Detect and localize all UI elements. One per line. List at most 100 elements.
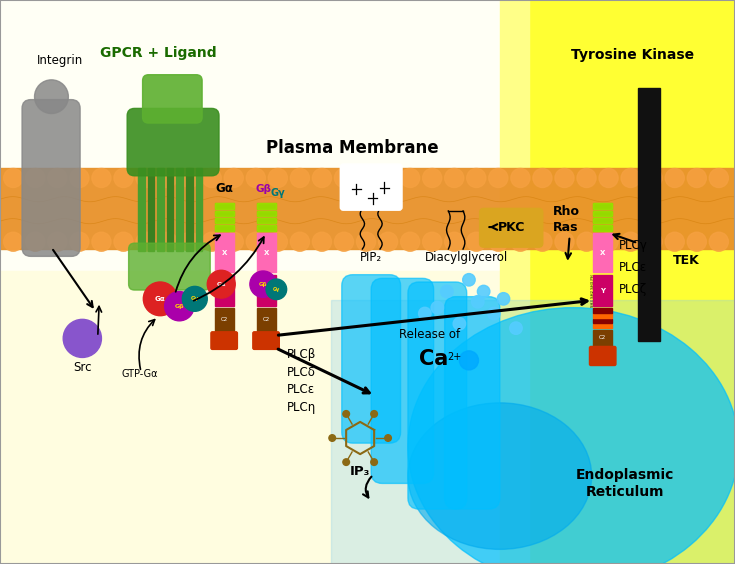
Bar xyxy=(593,210,612,216)
FancyBboxPatch shape xyxy=(22,100,80,257)
Text: Gγ: Gγ xyxy=(273,287,280,292)
Text: Gβ: Gβ xyxy=(255,184,271,194)
Circle shape xyxy=(379,169,398,187)
Circle shape xyxy=(63,319,101,358)
Text: PIP₂: PIP₂ xyxy=(360,250,382,263)
Circle shape xyxy=(356,169,376,187)
Circle shape xyxy=(577,232,596,251)
Bar xyxy=(257,218,276,223)
FancyBboxPatch shape xyxy=(408,282,467,509)
Circle shape xyxy=(665,232,684,251)
Circle shape xyxy=(577,169,596,187)
Text: PLCγ: PLCγ xyxy=(619,239,648,252)
Text: Ras: Ras xyxy=(553,222,578,235)
Bar xyxy=(0,271,735,564)
Bar xyxy=(167,169,173,250)
Circle shape xyxy=(497,293,509,305)
Bar xyxy=(593,203,612,209)
Bar xyxy=(215,233,234,272)
Circle shape xyxy=(555,169,574,187)
Circle shape xyxy=(92,169,111,187)
Bar xyxy=(215,218,234,223)
Text: Y: Y xyxy=(600,288,605,294)
Circle shape xyxy=(356,232,376,251)
Circle shape xyxy=(401,232,420,251)
Circle shape xyxy=(533,232,552,251)
Circle shape xyxy=(202,169,221,187)
Circle shape xyxy=(290,232,309,251)
Text: Y: Y xyxy=(222,288,226,294)
Circle shape xyxy=(143,282,177,316)
Text: IP₃: IP₃ xyxy=(350,465,370,478)
Circle shape xyxy=(4,169,23,187)
Bar xyxy=(593,329,612,346)
Text: Endoplasmic
Reticulum: Endoplasmic Reticulum xyxy=(576,468,674,499)
Circle shape xyxy=(599,169,618,187)
Text: PLCδ: PLCδ xyxy=(287,365,315,378)
Bar xyxy=(638,88,660,341)
Text: Gβ: Gβ xyxy=(259,281,268,287)
FancyBboxPatch shape xyxy=(340,164,402,210)
Text: PLCη: PLCη xyxy=(287,400,316,413)
Bar xyxy=(157,169,164,250)
Circle shape xyxy=(246,232,265,251)
Circle shape xyxy=(48,169,67,187)
Text: GPCR + Ligand: GPCR + Ligand xyxy=(100,46,216,60)
Ellipse shape xyxy=(408,307,735,564)
FancyBboxPatch shape xyxy=(143,74,202,123)
Text: Gα: Gα xyxy=(155,296,165,302)
Text: Tyrosine Kinase: Tyrosine Kinase xyxy=(570,47,694,61)
Text: PLCζ: PLCζ xyxy=(619,283,647,296)
Bar xyxy=(215,225,234,231)
FancyBboxPatch shape xyxy=(342,275,401,443)
Bar xyxy=(215,225,234,231)
Circle shape xyxy=(343,411,350,417)
Circle shape xyxy=(599,232,618,251)
Text: PLCε: PLCε xyxy=(287,383,315,396)
Circle shape xyxy=(136,169,155,187)
Bar xyxy=(593,210,612,216)
Circle shape xyxy=(180,169,199,187)
Circle shape xyxy=(158,169,177,187)
Circle shape xyxy=(26,232,45,251)
Circle shape xyxy=(511,169,530,187)
Circle shape xyxy=(182,287,207,311)
Bar xyxy=(593,203,612,209)
Circle shape xyxy=(158,232,177,251)
Circle shape xyxy=(70,232,89,251)
FancyBboxPatch shape xyxy=(253,332,279,349)
FancyBboxPatch shape xyxy=(211,332,237,349)
Circle shape xyxy=(431,301,443,314)
Circle shape xyxy=(26,169,45,187)
Text: Integrin: Integrin xyxy=(37,55,83,68)
Circle shape xyxy=(371,459,378,465)
Text: Gγ: Gγ xyxy=(190,296,199,301)
Circle shape xyxy=(709,169,728,187)
Text: Gα: Gα xyxy=(217,281,226,287)
Text: C2: C2 xyxy=(262,317,270,322)
Text: Diacylglycerol: Diacylglycerol xyxy=(425,250,509,263)
Circle shape xyxy=(463,274,475,286)
Circle shape xyxy=(312,232,331,251)
Circle shape xyxy=(453,318,466,330)
Circle shape xyxy=(334,232,354,251)
Text: Gβ: Gβ xyxy=(174,303,184,309)
Bar xyxy=(176,169,183,250)
Bar xyxy=(257,275,276,306)
Bar xyxy=(257,307,276,331)
Circle shape xyxy=(487,307,500,320)
Text: X: X xyxy=(600,250,606,255)
Bar xyxy=(257,233,276,272)
Bar xyxy=(257,203,276,209)
Bar xyxy=(215,203,234,209)
Text: Y: Y xyxy=(264,288,268,294)
Text: Release of: Release of xyxy=(399,328,461,341)
Bar xyxy=(215,210,234,216)
Circle shape xyxy=(467,232,486,251)
Circle shape xyxy=(268,232,287,251)
Circle shape xyxy=(489,232,508,251)
Circle shape xyxy=(312,169,331,187)
Circle shape xyxy=(477,285,490,298)
FancyBboxPatch shape xyxy=(127,108,219,176)
Text: SH3 SH2 SH3 PH: SH3 SH2 SH3 PH xyxy=(591,275,595,307)
